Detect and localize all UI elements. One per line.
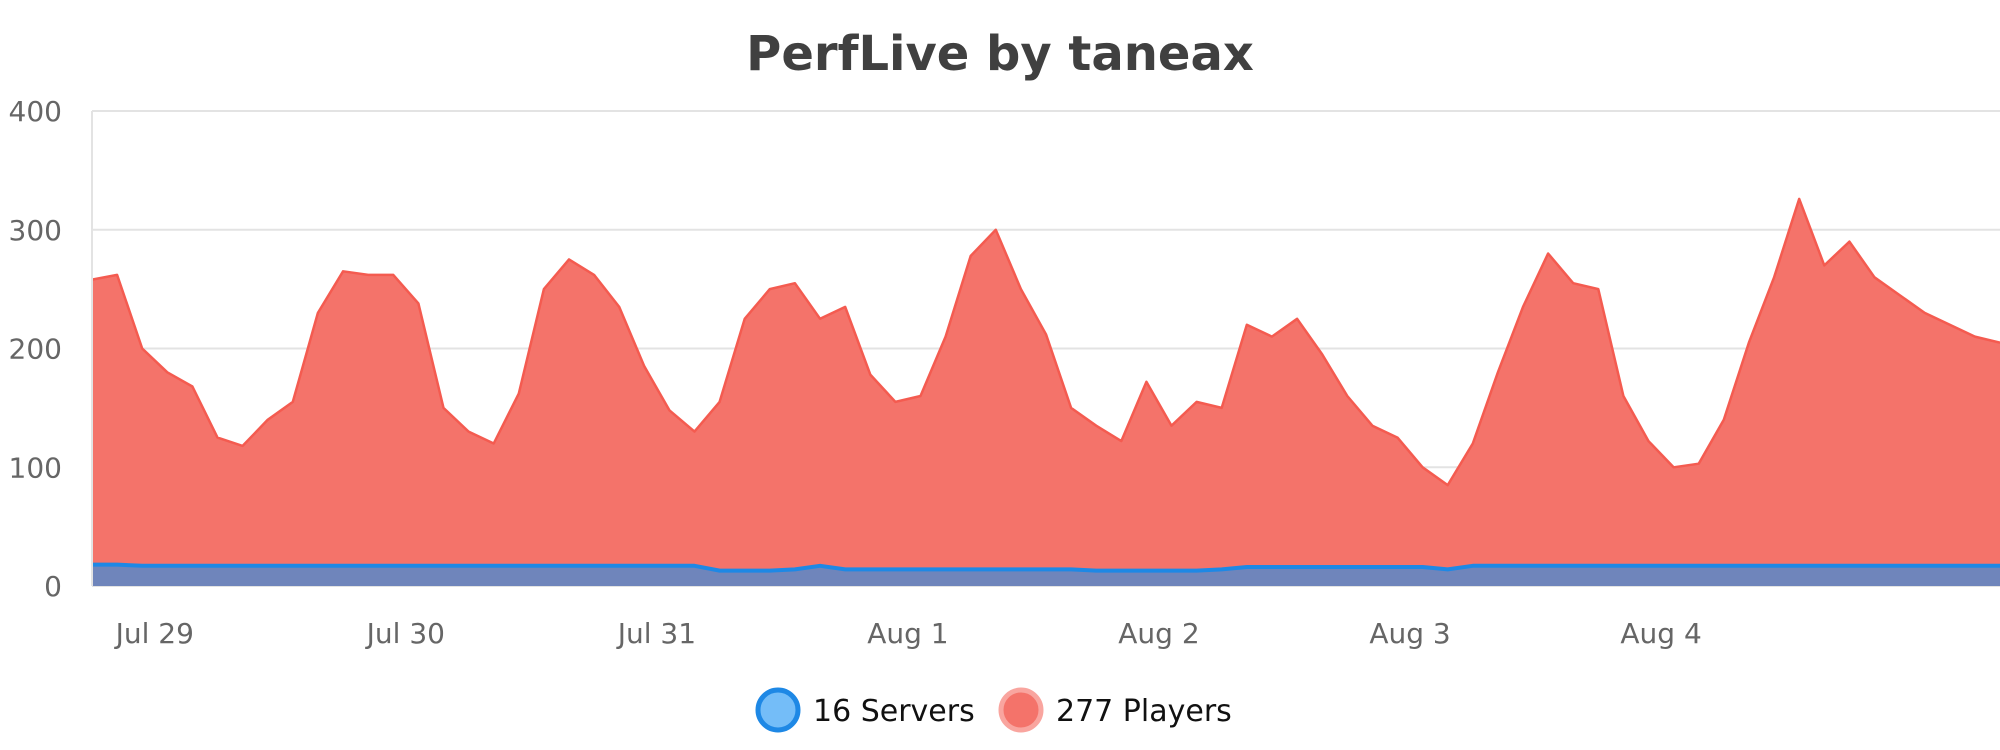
servers-area xyxy=(92,564,2000,586)
y-tick-label: 0 xyxy=(44,570,62,603)
legend-label-servers: 16 Servers xyxy=(813,694,975,729)
players-area xyxy=(92,198,2000,586)
legend: 16 Servers 277 Players xyxy=(755,687,1232,733)
y-tick-label: 300 xyxy=(9,214,62,247)
servers-line xyxy=(92,562,2000,573)
x-tick-label: Aug 3 xyxy=(1369,617,1450,650)
legend-marker-servers xyxy=(755,687,801,733)
plot-area xyxy=(91,197,2000,586)
x-tick-label: Jul 30 xyxy=(365,617,445,650)
chart-title: PerfLive by taneax xyxy=(746,26,1254,82)
players-line xyxy=(91,197,2000,487)
legend-marker-players xyxy=(998,687,1044,733)
y-tick-label: 400 xyxy=(9,95,62,128)
x-tick-label: Aug 2 xyxy=(1118,617,1199,650)
x-tick-label: Aug 4 xyxy=(1620,617,1701,650)
y-tick-label: 100 xyxy=(9,451,62,484)
legend-label-players: 277 Players xyxy=(1056,694,1232,729)
axes: 0 100 200 300 400 Jul 29 Jul 30 Jul 31 Aug 1 Aug … xyxy=(9,95,1702,650)
y-tick-label: 200 xyxy=(9,333,62,366)
x-tick-label: Aug 1 xyxy=(867,617,948,650)
x-tick-label: Jul 31 xyxy=(616,617,696,650)
x-tick-label: Jul 29 xyxy=(114,617,194,650)
